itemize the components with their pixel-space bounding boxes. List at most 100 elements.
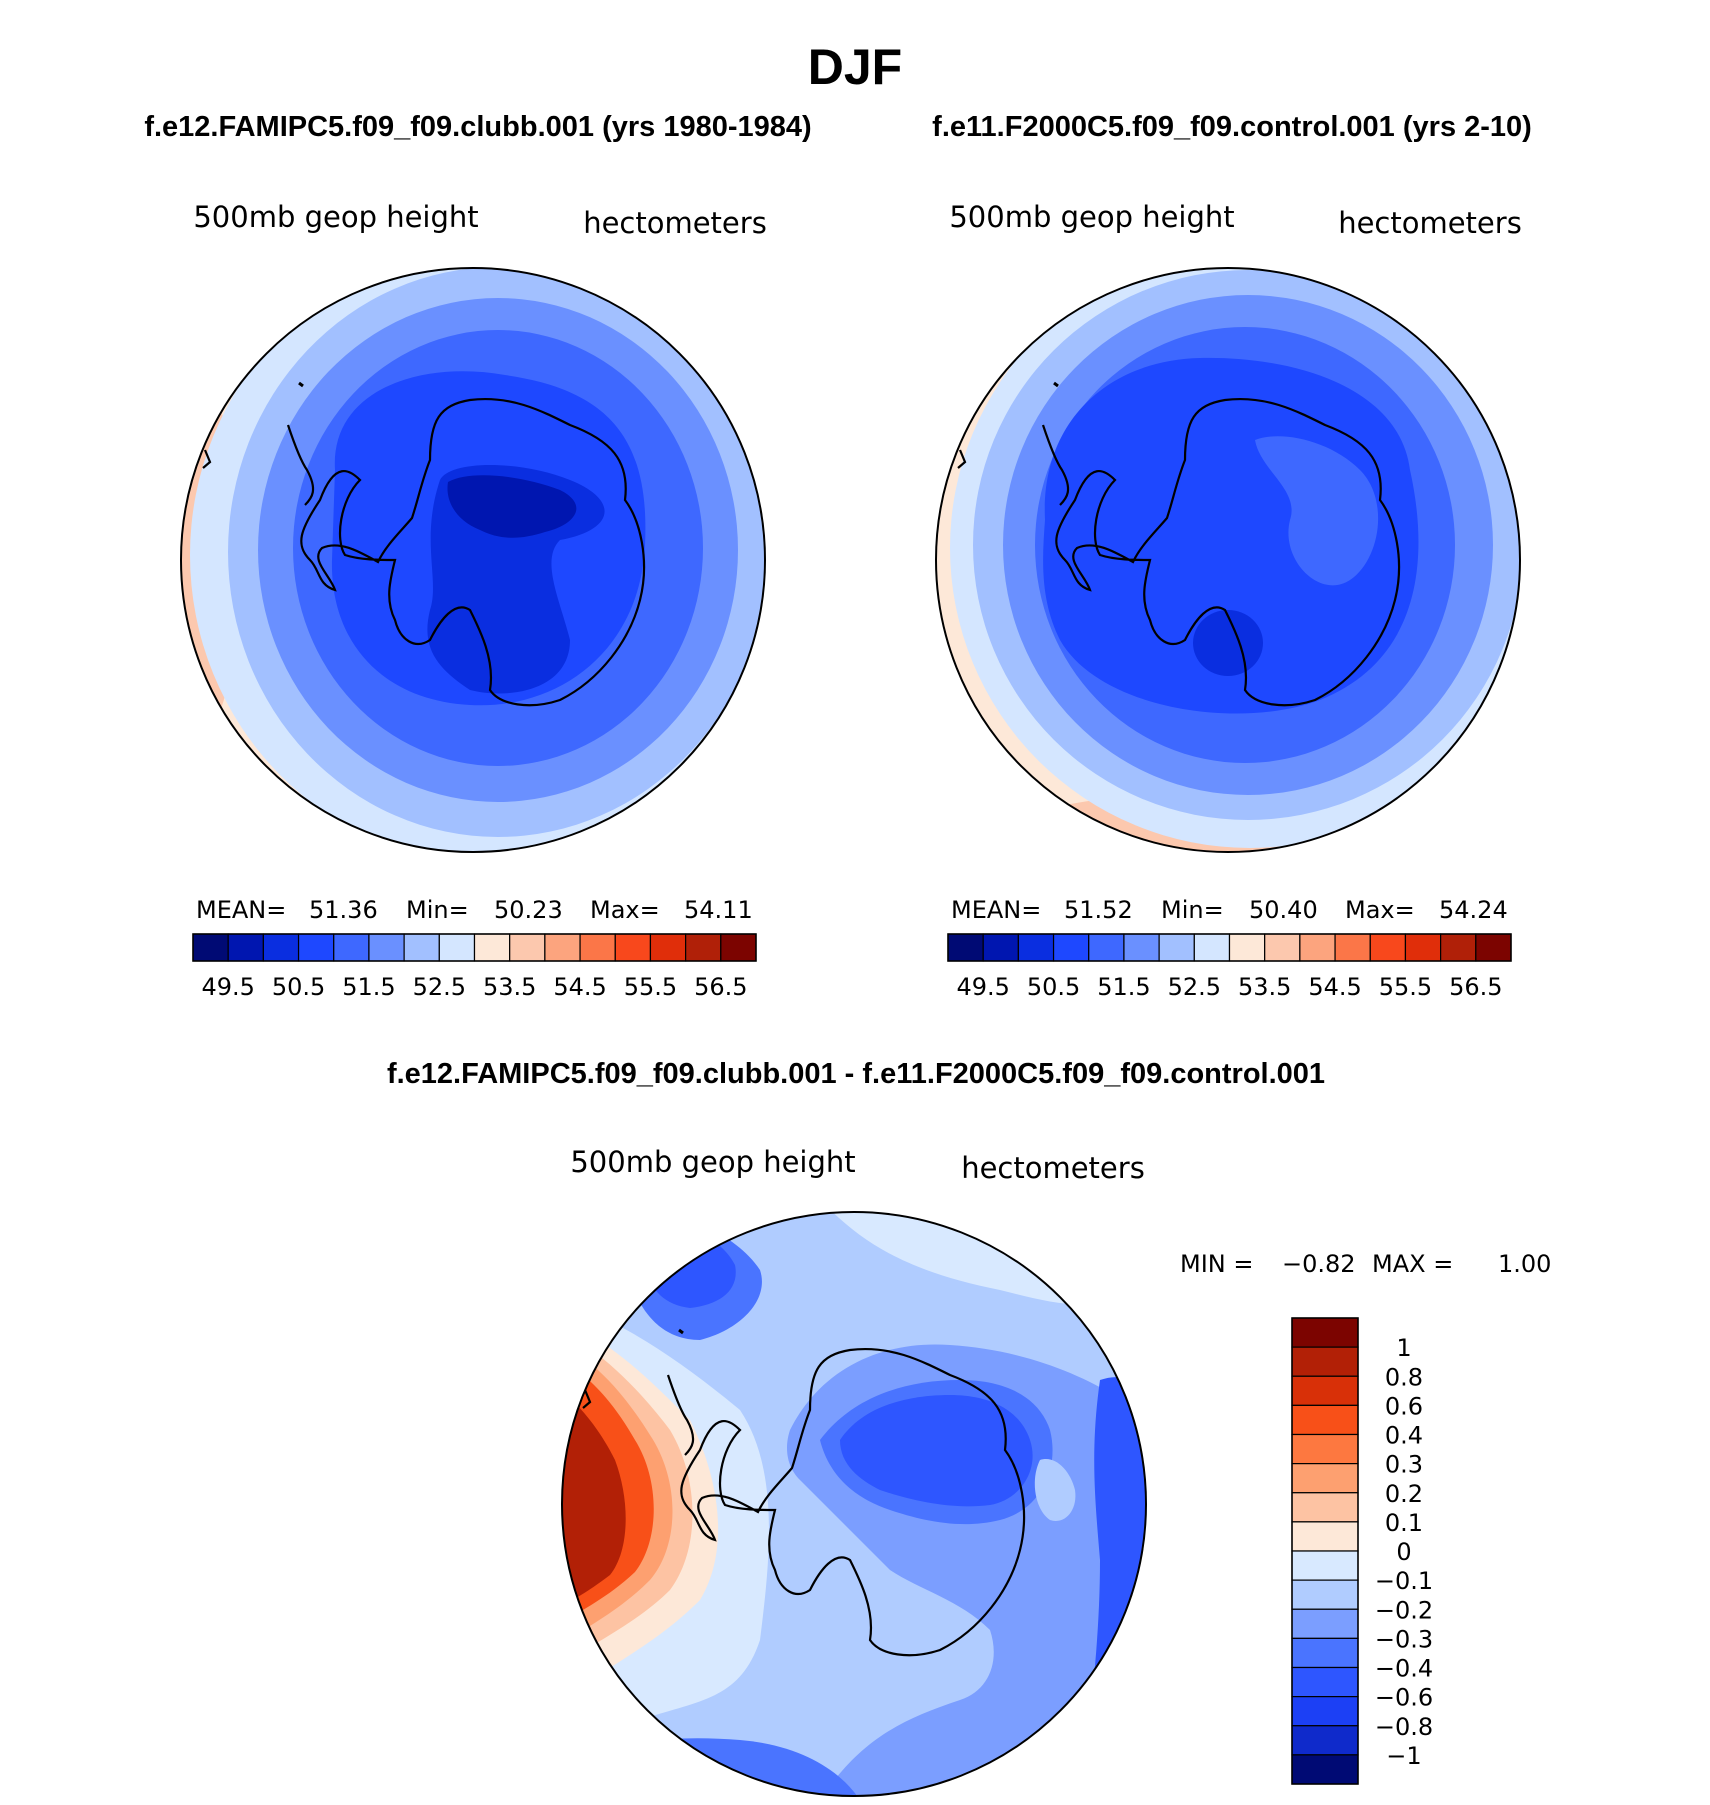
right-max-label: Max= <box>1345 896 1415 924</box>
right-panel-title: f.e11.F2000C5.f09_f09.control.001 (yrs 2… <box>932 111 1532 143</box>
right-colorbar-box <box>1123 933 1160 962</box>
left-colorbar-box <box>473 933 511 962</box>
diff-panel-title: f.e12.FAMIPC5.f09_f09.clubb.001 - f.e11.… <box>387 1058 1325 1090</box>
right-colorbar-box <box>1158 933 1195 962</box>
right-colorbar-tick: 49.5 <box>956 973 1009 1001</box>
diff-map-band <box>562 1390 626 1605</box>
right-map-band <box>1193 610 1263 676</box>
diff-colorbar-box <box>1291 1666 1359 1698</box>
diff-colorbar-box <box>1291 1725 1359 1756</box>
diff-variable-label: 500mb geop height <box>570 1145 855 1179</box>
left-colorbar-box <box>333 933 370 962</box>
left-colorbar-box <box>614 933 652 962</box>
diff-map-coastline <box>582 1389 592 1409</box>
right-colorbar-tick: 52.5 <box>1168 973 1221 1001</box>
right-stats: MEAN= 51.52 Min= 50.40 Max= 54.24 <box>951 896 1508 924</box>
diff-colorbar-box <box>1291 1317 1359 1348</box>
diff-colorbar-box <box>1291 1463 1359 1494</box>
diff-map-coastline <box>678 1328 684 1335</box>
left-max-label: Max= <box>590 896 660 924</box>
right-colorbar-box <box>1193 933 1231 962</box>
diff-map-band <box>647 1225 736 1308</box>
diff-max-value: 1.00 <box>1498 1250 1551 1278</box>
left-colorbar-tick: 51.5 <box>342 973 395 1001</box>
right-min-value: 50.40 <box>1249 896 1318 924</box>
diff-colorbar-box <box>1291 1754 1359 1785</box>
left-colorbar-box <box>262 933 300 962</box>
diff-colorbar-box <box>1291 1375 1359 1406</box>
left-mean-value: 51.36 <box>309 896 378 924</box>
left-colorbar-tick: 56.5 <box>694 973 747 1001</box>
left-colorbar: 49.5 50.5 51.5 52.5 53.5 54.5 55.5 56.5 <box>192 933 757 1001</box>
right-units-label: hectometers <box>1338 206 1522 240</box>
diff-colorbar-tick: −0.1 <box>1375 1567 1433 1595</box>
diff-colorbar-tick: −0.8 <box>1375 1713 1433 1741</box>
left-colorbar-tick: 55.5 <box>624 973 677 1001</box>
right-colorbar-box <box>1475 933 1512 962</box>
diff-colorbar-tick: 0.2 <box>1385 1480 1423 1508</box>
diff-map-band <box>1034 1459 1076 1521</box>
left-map-coastline <box>298 381 304 388</box>
right-map-band <box>1255 436 1379 586</box>
diff-colorbar-tick: 0.4 <box>1385 1422 1423 1450</box>
right-colorbar-tick: 54.5 <box>1308 973 1361 1001</box>
right-colorbar-frame <box>947 933 1512 962</box>
right-colorbar-box <box>1440 933 1477 962</box>
diff-colorbar-tick: −1 <box>1386 1742 1421 1770</box>
right-colorbar-tick: 51.5 <box>1097 973 1150 1001</box>
left-colorbar-box <box>403 933 440 962</box>
right-colorbar-tick: 53.5 <box>1238 973 1291 1001</box>
diff-map-coastline <box>666 1374 695 1456</box>
right-colorbar-box <box>1264 933 1301 962</box>
right-colorbar-box <box>1228 933 1266 962</box>
left-mean-label: MEAN= <box>196 896 286 924</box>
right-colorbar-box <box>1334 933 1371 962</box>
right-map <box>935 267 1521 853</box>
left-colorbar-box <box>685 933 722 962</box>
diff-min-label: MIN = <box>1180 1250 1253 1278</box>
right-min-label: Min= <box>1161 896 1224 924</box>
right-colorbar-box <box>1017 933 1055 962</box>
right-map-coastline <box>1053 381 1059 388</box>
diff-colorbar-tick: −0.3 <box>1375 1625 1433 1653</box>
diff-map <box>561 1211 1147 1797</box>
diff-colorbar-box <box>1291 1521 1359 1552</box>
left-map <box>180 267 766 853</box>
right-colorbar-box <box>1404 933 1442 962</box>
right-mean-label: MEAN= <box>951 896 1041 924</box>
diff-colorbar-box <box>1291 1433 1359 1465</box>
left-min-label: Min= <box>406 896 469 924</box>
left-map-outline <box>180 267 766 853</box>
diff-min-value: −0.82 <box>1282 1250 1356 1278</box>
left-colorbar-box <box>297 933 335 962</box>
left-colorbar-tick: 50.5 <box>272 973 325 1001</box>
left-colorbar-box <box>438 933 476 962</box>
left-colorbar-box <box>509 933 546 962</box>
diff-colorbar-frame <box>1291 1317 1359 1785</box>
diff-map-coastline <box>680 1348 1026 1657</box>
left-colorbar-box <box>368 933 405 962</box>
left-colorbar-box <box>227 933 264 962</box>
right-colorbar: 49.5 50.5 51.5 52.5 53.5 54.5 55.5 56.5 <box>947 933 1512 1001</box>
diff-colorbar-box <box>1291 1550 1359 1581</box>
right-colorbar-box <box>1299 933 1336 962</box>
right-colorbar-box <box>1088 933 1125 962</box>
diff-colorbar: 10.80.60.40.30.20.10−0.1−0.2−0.3−0.4−0.6… <box>1291 1317 1433 1785</box>
right-max-value: 54.24 <box>1439 896 1508 924</box>
left-colorbar-box <box>579 933 616 962</box>
diff-colorbar-box <box>1291 1696 1359 1727</box>
right-colorbar-box <box>947 933 984 962</box>
left-colorbar-box <box>544 933 581 962</box>
diff-colorbar-tick: 0.6 <box>1385 1392 1423 1420</box>
left-map-band <box>447 475 577 538</box>
diff-colorbar-box <box>1291 1404 1359 1436</box>
right-variable-label: 500mb geop height <box>949 200 1234 234</box>
diff-colorbar-box <box>1291 1579 1359 1610</box>
right-colorbar-box <box>982 933 1019 962</box>
left-colorbar-box <box>649 933 687 962</box>
right-map-outline <box>935 267 1521 853</box>
left-variable-label: 500mb geop height <box>193 200 478 234</box>
right-map-coastline <box>1041 424 1070 506</box>
left-map-coastline <box>202 449 212 469</box>
